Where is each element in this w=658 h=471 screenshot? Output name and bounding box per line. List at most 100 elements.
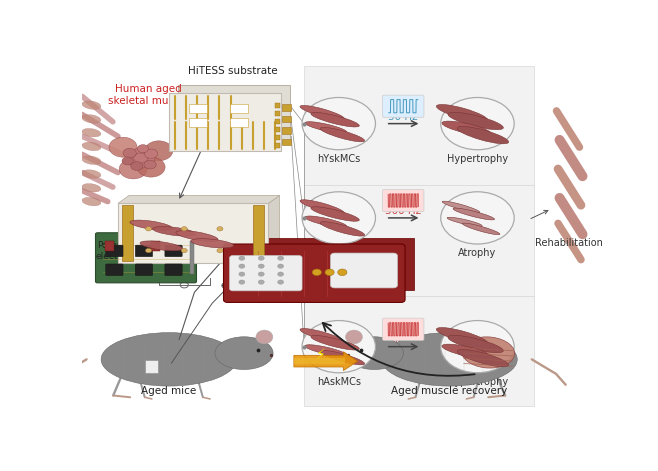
FancyArrow shape: [294, 352, 358, 371]
Ellipse shape: [442, 121, 491, 136]
Circle shape: [258, 280, 265, 284]
Ellipse shape: [82, 142, 101, 151]
Text: ⚡: ⚡: [316, 349, 326, 362]
FancyBboxPatch shape: [382, 189, 424, 211]
Circle shape: [131, 162, 143, 171]
Ellipse shape: [109, 137, 137, 157]
Circle shape: [122, 157, 133, 165]
Ellipse shape: [300, 328, 344, 343]
Text: 500 Hz: 500 Hz: [385, 206, 421, 216]
FancyBboxPatch shape: [165, 245, 182, 257]
Ellipse shape: [256, 330, 273, 344]
Polygon shape: [268, 195, 280, 263]
Ellipse shape: [320, 350, 365, 365]
Text: Hypertrophy: Hypertrophy: [447, 154, 508, 164]
Ellipse shape: [82, 129, 101, 137]
Bar: [282, 139, 291, 146]
Ellipse shape: [345, 337, 403, 370]
FancyBboxPatch shape: [106, 245, 123, 257]
Ellipse shape: [130, 220, 172, 230]
Ellipse shape: [300, 200, 344, 214]
Bar: [275, 111, 280, 116]
Ellipse shape: [448, 113, 503, 130]
FancyBboxPatch shape: [382, 95, 424, 117]
Text: hYskMCs: hYskMCs: [317, 154, 361, 164]
Bar: [282, 104, 291, 111]
FancyBboxPatch shape: [165, 264, 182, 276]
Circle shape: [258, 264, 265, 268]
FancyBboxPatch shape: [95, 233, 197, 283]
Circle shape: [217, 227, 223, 231]
Bar: [230, 118, 248, 127]
Ellipse shape: [436, 105, 488, 122]
Circle shape: [239, 264, 245, 268]
Text: HiTESS substrate: HiTESS substrate: [188, 65, 278, 75]
Text: Human aged
skeletal muscle: Human aged skeletal muscle: [108, 84, 189, 106]
Circle shape: [258, 272, 265, 276]
Ellipse shape: [311, 207, 359, 221]
Circle shape: [278, 280, 284, 284]
FancyBboxPatch shape: [330, 253, 397, 288]
Bar: [304, 65, 534, 185]
Circle shape: [325, 269, 334, 276]
Ellipse shape: [215, 337, 273, 370]
Text: 500 Hz: 500 Hz: [385, 335, 421, 345]
Ellipse shape: [345, 330, 363, 344]
Ellipse shape: [457, 349, 509, 367]
Bar: [145, 360, 159, 373]
Circle shape: [313, 269, 321, 276]
Ellipse shape: [82, 197, 101, 206]
Ellipse shape: [82, 156, 101, 164]
Bar: [230, 104, 248, 113]
Circle shape: [123, 148, 136, 158]
Circle shape: [181, 227, 188, 231]
Bar: [282, 127, 291, 134]
Bar: [190, 118, 207, 127]
Ellipse shape: [463, 223, 500, 235]
Circle shape: [441, 192, 514, 244]
Circle shape: [145, 227, 151, 231]
FancyBboxPatch shape: [230, 256, 302, 291]
Ellipse shape: [82, 170, 101, 178]
Text: hYskMCs: hYskMCs: [317, 248, 361, 259]
Ellipse shape: [382, 333, 517, 386]
FancyBboxPatch shape: [136, 245, 153, 257]
Circle shape: [302, 97, 376, 150]
Ellipse shape: [305, 216, 347, 227]
Circle shape: [302, 321, 376, 373]
Ellipse shape: [153, 227, 195, 236]
Ellipse shape: [140, 241, 182, 251]
FancyBboxPatch shape: [118, 203, 268, 263]
Text: Electroceutical: Electroceutical: [118, 219, 190, 229]
Bar: [253, 205, 265, 261]
Bar: [122, 205, 133, 261]
Bar: [275, 143, 280, 148]
Circle shape: [217, 248, 223, 253]
Ellipse shape: [442, 201, 480, 213]
Ellipse shape: [453, 208, 495, 220]
Ellipse shape: [457, 126, 509, 144]
Text: Potential
electrode: Potential electrode: [95, 242, 138, 261]
Bar: [151, 242, 161, 251]
Circle shape: [258, 256, 265, 260]
Circle shape: [441, 97, 514, 150]
Bar: [105, 242, 114, 251]
Bar: [190, 242, 195, 274]
Ellipse shape: [305, 122, 347, 133]
Circle shape: [145, 248, 151, 253]
Ellipse shape: [311, 113, 359, 127]
Ellipse shape: [191, 239, 234, 248]
Ellipse shape: [462, 337, 515, 368]
Ellipse shape: [119, 159, 147, 179]
Text: 50 Hz: 50 Hz: [388, 112, 418, 122]
Circle shape: [278, 256, 284, 260]
Circle shape: [338, 269, 347, 276]
Bar: [275, 103, 280, 108]
Ellipse shape: [145, 141, 173, 161]
Ellipse shape: [101, 333, 237, 386]
Circle shape: [302, 192, 376, 244]
FancyArrow shape: [294, 358, 345, 365]
Circle shape: [441, 321, 514, 373]
Bar: [304, 185, 534, 296]
Ellipse shape: [82, 184, 101, 192]
